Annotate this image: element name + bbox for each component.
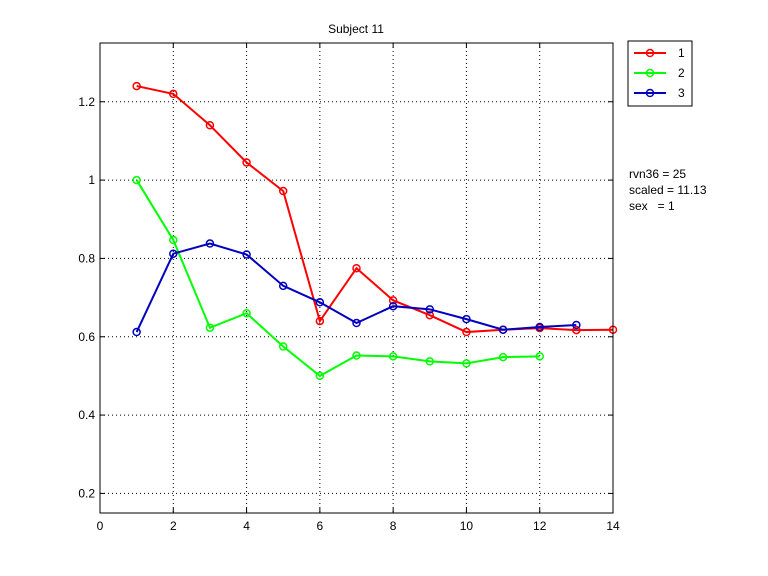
- x-tick-label: 12: [533, 519, 547, 533]
- series-layer: [132, 81, 618, 381]
- data-point: [572, 325, 581, 335]
- legend-marker: [645, 88, 655, 98]
- data-point: [278, 186, 288, 196]
- data-point: [242, 250, 251, 259]
- data-point: [535, 352, 544, 361]
- y-tick-label: 0.2: [78, 486, 95, 500]
- data-point: [352, 263, 361, 273]
- grid: [100, 43, 613, 513]
- series-line: [135, 242, 577, 333]
- data-point: [388, 301, 398, 311]
- data-point: [242, 158, 251, 167]
- data-point: [388, 352, 398, 361]
- annotation-line: scaled = 11.13: [629, 183, 707, 197]
- y-tick-label: 1: [88, 173, 95, 187]
- legend-label: 2: [678, 66, 685, 80]
- data-point: [315, 316, 325, 326]
- data-point: [352, 351, 361, 360]
- data-point: [352, 318, 361, 328]
- data-point: [535, 322, 544, 332]
- data-point: [205, 239, 215, 248]
- data-point: [462, 327, 471, 337]
- plot-area-background: [100, 43, 613, 513]
- data-point: [315, 298, 325, 307]
- data-point: [132, 327, 141, 337]
- data-point: [278, 342, 288, 351]
- data-point: [278, 281, 288, 291]
- legend-label: 1: [678, 46, 685, 60]
- x-tick-label: 10: [460, 519, 474, 533]
- y-tick-label: 0.6: [78, 330, 95, 344]
- series-line: [135, 179, 540, 378]
- data-point: [462, 359, 471, 368]
- legend-marker: [645, 68, 655, 78]
- data-point: [498, 325, 508, 334]
- data-point: [315, 371, 325, 381]
- data-point: [169, 249, 178, 258]
- legend: 1 2 3: [627, 40, 693, 107]
- data-point: [132, 81, 141, 91]
- data-point: [425, 310, 435, 320]
- data-point: [388, 296, 398, 305]
- y-tick-label: 0.4: [78, 408, 95, 422]
- data-point: [572, 320, 581, 330]
- data-point: [205, 323, 215, 332]
- series-3: [132, 239, 581, 337]
- data-point: [498, 352, 508, 362]
- data-point: [132, 175, 141, 185]
- x-tick-label: 0: [97, 519, 104, 533]
- annotation-line: sex = 1: [629, 199, 675, 213]
- legend-item-1: 1: [634, 46, 685, 60]
- x-tick-label: 8: [390, 519, 397, 533]
- data-point: [242, 309, 251, 318]
- data-point: [169, 235, 178, 245]
- legend-marker: [645, 48, 655, 58]
- series-2: [132, 175, 544, 381]
- x-tick-label: 2: [170, 519, 177, 533]
- data-point: [425, 357, 435, 366]
- legend-item-3: 3: [634, 86, 685, 100]
- legend-item-2: 2: [634, 66, 685, 80]
- legend-label: 3: [678, 86, 685, 100]
- x-tick-label: 4: [243, 519, 250, 533]
- chart-title: Subject 11: [328, 22, 384, 36]
- data-point: [462, 314, 471, 324]
- data-point: [205, 121, 215, 130]
- annotation-block: rvn36 = 25 scaled = 11.13 sex = 1: [629, 167, 707, 213]
- ticks: 0 2 4 6 8 10 12 14 0.2 0.4 0.6 0.8 1 1.2: [78, 43, 620, 533]
- x-tick-label: 14: [606, 519, 620, 533]
- annotation-line: rvn36 = 25: [629, 167, 686, 181]
- x-tick-label: 6: [317, 519, 324, 533]
- data-point: [425, 305, 435, 314]
- data-point: [169, 89, 178, 99]
- y-tick-label: 0.8: [78, 251, 95, 265]
- plot-area-frame: [99, 42, 614, 514]
- y-tick-label: 1.2: [78, 95, 95, 109]
